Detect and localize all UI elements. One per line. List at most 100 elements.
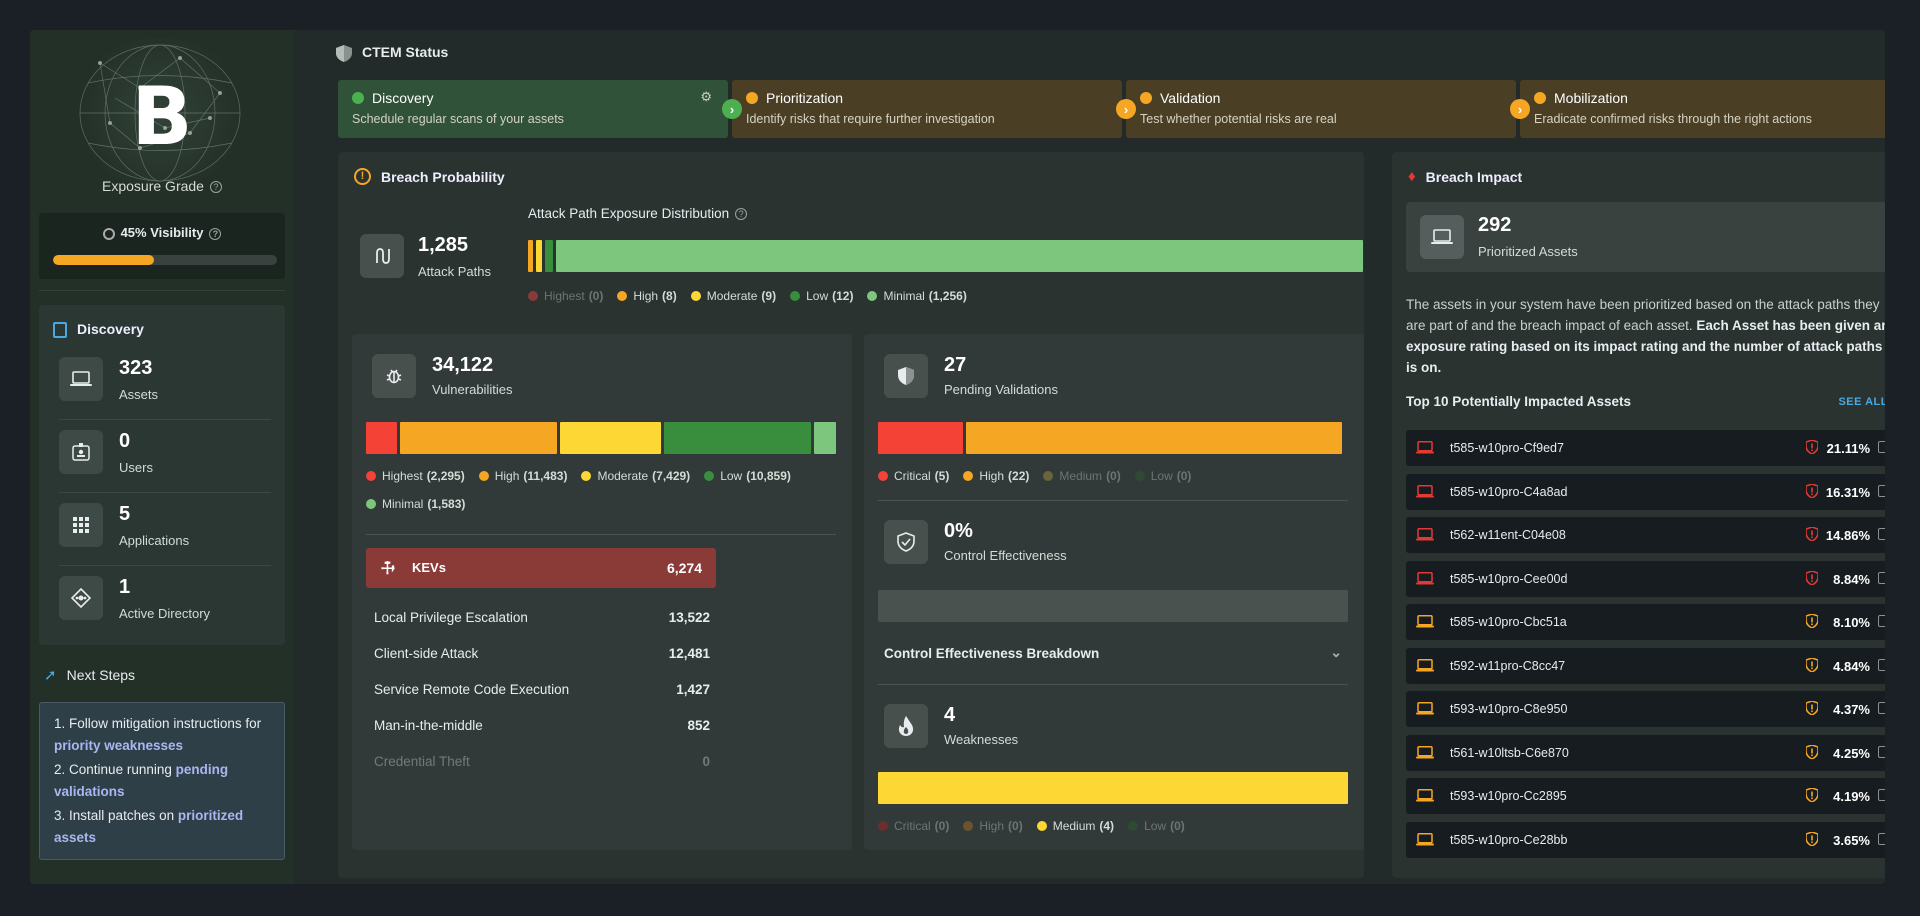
shield-alert-icon [1806,744,1818,759]
shield-alert-icon [1806,831,1818,846]
next-steps-title: ➚ Next Steps [44,667,136,684]
help-icon[interactable]: ? [735,208,748,221]
legend-count: (0) [1008,819,1023,833]
attack-paths-count: 1,285 [418,234,469,256]
help-icon[interactable]: ? [209,227,222,240]
discovery-item-assets[interactable]: 323 Assets [39,347,285,420]
external-link-icon[interactable] [1878,571,1885,584]
rocket-icon: ➚ [44,667,57,684]
ctem-step-validation[interactable]: Validation Test whether potential risks … [1126,80,1530,138]
legend-label: High [979,819,1005,833]
impact-description: The assets in your system have been prio… [1406,297,1885,375]
bar-segment-low [663,422,812,454]
control-breakdown-toggle[interactable]: Control Effectiveness Breakdown ⌄ [884,644,1342,661]
laptop-icon [1416,658,1434,671]
legend-item-highest: Highest (2,295) [366,469,465,483]
external-link-icon[interactable] [1878,832,1885,845]
asset-name: t593-w10pro-Cc2895 [1450,789,1567,803]
asset-row[interactable]: t561-w10ltsb-C6e870 4.25% [1406,734,1885,771]
asset-row[interactable]: t585-w10pro-C4a8ad 16.31% [1406,473,1885,510]
kev-row: Credential Theft 0 [374,754,710,769]
prioritized-assets-link[interactable]: prioritized assets [54,808,244,845]
legend-label: Low [1150,469,1173,483]
external-link-icon[interactable] [1878,789,1885,801]
asset-row[interactable]: t592-w11pro-C8cc47 4.84% [1406,647,1885,684]
step-description: Eradicate confirmed risks through the ri… [1534,112,1812,126]
distribution-legend: Highest (0) High (8) Moderate (9) Low (12) Minim… [528,289,1366,303]
warning-icon: ! [354,168,371,185]
directory-icon [59,576,103,620]
see-all-link[interactable]: SEE ALL [1838,396,1885,408]
divider [878,500,1348,501]
external-link-icon[interactable] [1878,441,1885,453]
asset-row[interactable]: t585-w10pro-Ce28bb 3.65% [1406,821,1885,858]
kevs-bar[interactable]: ⚒ KEVs 6,274 [366,548,716,588]
discovery-item-applications[interactable]: 5 Applications [39,493,285,566]
legend-count: (0) [934,819,950,833]
legend-item-critical: Critical (5) [878,469,949,483]
legend-label: Highest [382,469,423,483]
asset-exposure-pct: 4.19% [1833,789,1870,804]
legend-item-minimal: Minimal (1,256) [867,289,967,303]
external-link-icon[interactable] [1878,658,1885,671]
asset-row[interactable]: t593-w10pro-C8e950 4.37% [1406,691,1885,727]
pending-validations-link[interactable]: pending validations [54,762,229,799]
asset-exposure-pct: 4.25% [1833,745,1870,761]
prioritized-assets-summary[interactable]: 292 Prioritized Assets [1406,202,1885,272]
help-icon[interactable]: ? [209,181,222,194]
gear-icon[interactable]: ⚙ [700,89,712,104]
legend-label: Minimal [883,289,925,303]
main-content: CTEM Status Discovery Schedule regular s… [308,30,1885,884]
asset-row[interactable]: t593-w10pro-Cc2895 4.19% [1406,778,1885,814]
asset-exposure-pct: 8.10% [1833,615,1870,630]
external-link-icon[interactable] [1878,528,1885,540]
asset-name: t593-w10pro-C8e950 [1450,702,1568,716]
visibility-progress [53,255,277,265]
legend-count: (1,583) [427,497,466,511]
users-label: Users [119,460,153,475]
laptop-icon [1416,571,1434,584]
ctem-step-prioritization[interactable]: Prioritization Identify risks that requi… [732,80,1136,138]
legend-item-low: Low (0) [1128,819,1185,833]
shield-alert-icon [1806,570,1818,585]
attack-paths-label: Attack Paths [418,264,491,279]
control-effectiveness-label: Control Effectiveness [944,548,1067,563]
legend-count: (9) [761,289,777,303]
bar-segment-high [400,422,557,454]
chevron-right-icon: › [722,99,742,119]
shield-icon [336,44,352,62]
discovery-icon [53,322,67,339]
external-link-icon[interactable] [1878,615,1885,627]
legend-label: High [494,469,520,483]
legend-count: (1,256) [928,289,967,303]
priority-weaknesses-link[interactable]: priority weaknesses [54,738,184,753]
external-link-icon[interactable] [1878,745,1885,758]
validations-bar [878,422,1348,454]
asset-row[interactable]: t585-w10pro-Cf9ed7 21.11% [1406,430,1885,466]
applications-label: Applications [119,533,190,548]
ctem-step-mobilization[interactable]: Mobilization Eradicate confirmed risks t… [1520,80,1885,138]
ctem-step-discovery[interactable]: Discovery Schedule regular scans of your… [338,80,742,138]
legend-label: Low [720,469,743,483]
status-dot [1534,92,1546,104]
weaknesses-bar [878,772,1348,804]
external-link-icon[interactable] [1878,484,1885,497]
laptop-icon [1416,702,1434,715]
pending-validations-label: Pending Validations [944,382,1058,397]
asset-row[interactable]: t585-w10pro-Cee00d 8.84% [1406,560,1885,597]
legend-count: (7,429) [652,469,691,483]
active-directory-count: 1 [119,576,131,598]
discovery-item-active-directory[interactable]: 1 Active Directory [39,566,285,639]
asset-exposure-pct: 4.37% [1833,702,1870,717]
discovery-item-users[interactable]: 0 Users [39,420,285,493]
divider [39,290,285,291]
legend-item-moderate: Moderate (7,429) [581,469,690,483]
grid-icon [59,503,103,547]
divider [878,684,1348,685]
external-link-icon[interactable] [1878,702,1885,714]
asset-row[interactable]: t562-w11ent-C04e08 14.86% [1406,517,1885,553]
chevron-right-icon: › [1116,99,1136,119]
vulnerabilities-legend: Highest (2,295) High (11,483) Moderate (7,429… [366,469,836,511]
shield-alert-icon [1806,614,1818,628]
asset-row[interactable]: t585-w10pro-Cbc51a 8.10% [1406,604,1885,640]
